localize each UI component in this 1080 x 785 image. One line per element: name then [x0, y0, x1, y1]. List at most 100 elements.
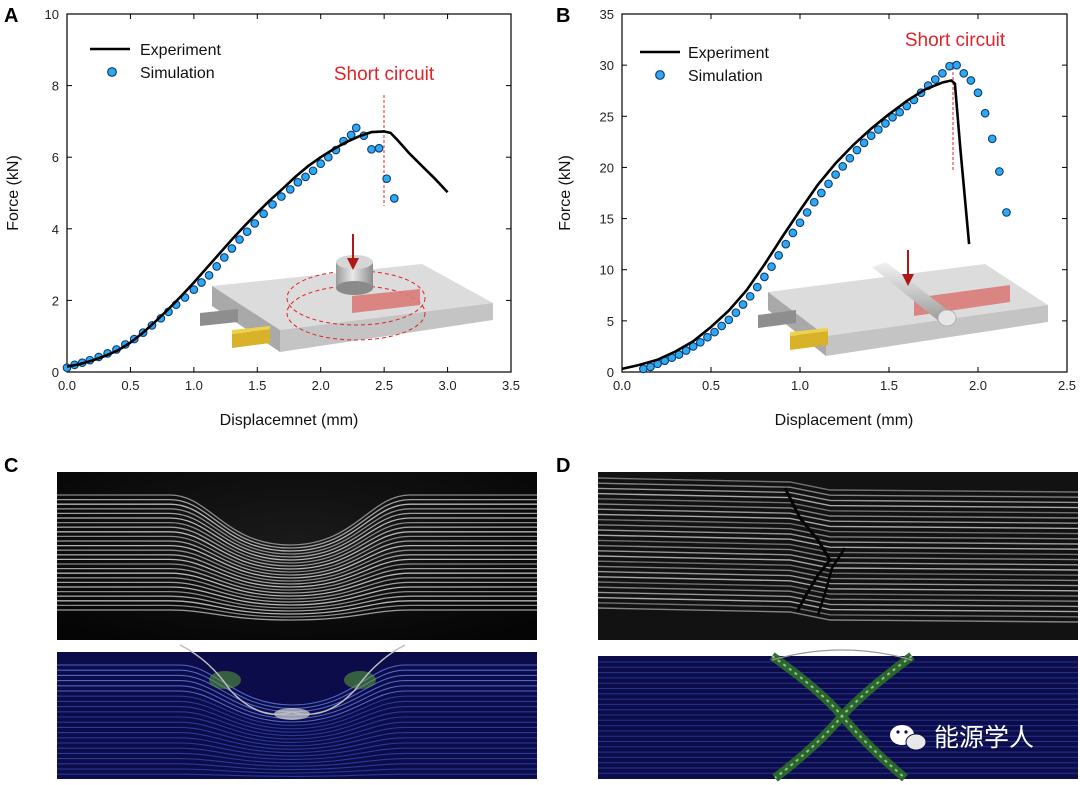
- panel-d-layer: [597, 518, 1079, 535]
- chart-b-y-ticks: 0 5 10 15 20 25 30 35: [600, 7, 1067, 380]
- chart-a-simulation-point: [389, 194, 399, 203]
- chart-b-legend-simulation-swatch: [655, 70, 665, 80]
- panel-d-layer: [597, 565, 1079, 582]
- wechat-icon: [890, 725, 927, 751]
- panel-d-layer: [597, 529, 1079, 545]
- panel-c-indenter-outline: [179, 644, 406, 716]
- chart-b-simulation-point: [646, 362, 655, 372]
- chart-a: 0.0 0.5 1.0 1.5 2.0 2.5 3.0 3.5 0 2 4 6 8 10 Displac…: [5, 7, 520, 429]
- chart-a-simulation-point: [212, 262, 222, 271]
- chart-a-legend-experiment: Experiment: [140, 42, 221, 59]
- chart-a-simulation-point: [189, 285, 199, 295]
- chart-b-y-tick-label: 25: [600, 109, 614, 124]
- panel-label-c: C: [4, 455, 19, 477]
- chart-b-simulation-point: [995, 167, 1004, 176]
- chart-b-simulation-point: [852, 145, 862, 155]
- panel-c-sim-layer: [57, 726, 537, 747]
- panel-c-sim-layer: [57, 737, 537, 754]
- chart-a-y-tick-label: 0: [52, 365, 59, 380]
- chart-b-simulation-point: [767, 262, 776, 271]
- panel-d-layer: [597, 492, 1079, 509]
- panel-c-sim-layer: [57, 664, 537, 706]
- chart-b-simulation-point: [952, 60, 961, 70]
- panel-c-layer: [57, 567, 537, 594]
- chart-a-experiment-series: [66, 130, 449, 368]
- panel-d-layer: [597, 602, 1079, 618]
- panel-c-strain-center: [274, 708, 310, 720]
- panel-c-layer: [57, 586, 537, 606]
- chart-a-x-ticks: 0.0 0.5 1.0 1.5 2.0 2.5 3.0 3.5: [58, 14, 520, 393]
- panel-c-layer: [57, 498, 537, 549]
- chart-a-y-tick-label: 4: [52, 222, 59, 237]
- panel-d-layer: [597, 550, 1079, 566]
- chart-b-y-tick-label: 5: [607, 314, 614, 329]
- chart-b-simulation-point: [966, 76, 976, 85]
- chart-a-simulation-point: [235, 235, 244, 244]
- chart-a-legend-simulation-swatch: [107, 67, 117, 77]
- panel-d-layer: [597, 524, 1079, 540]
- chart-b-simulation-point: [973, 88, 983, 98]
- chart-b-y-tick-label: 30: [600, 58, 614, 73]
- panel-c-layer: [57, 512, 537, 558]
- chart-a-inset-cell-illustration: [200, 234, 493, 352]
- chart-a-simulation-point: [227, 244, 237, 253]
- panel-c-layer: [57, 590, 537, 609]
- chart-a-simulation-point: [308, 166, 318, 176]
- chart-b-simulation-point: [945, 61, 954, 71]
- panel-c-layer: [57, 581, 537, 603]
- chart-b-simulation-point: [802, 208, 812, 217]
- panel-c-layer: [57, 503, 537, 552]
- chart-b-y-axis-label: Force (kN): [557, 155, 574, 231]
- panel-c-strain-left: [209, 671, 241, 689]
- panel-c-layer: [57, 558, 537, 588]
- chart-a-legend-simulation: Simulation: [140, 65, 215, 82]
- chart-b-x-tick-label: 2.0: [969, 378, 987, 393]
- chart-b-frame: [621, 13, 1068, 373]
- chart-b-simulation-point: [717, 321, 727, 331]
- panel-d-layer: [597, 596, 1079, 613]
- chart-b-simulation-point: [752, 282, 762, 292]
- chart-a-x-tick-label: 2.5: [375, 378, 393, 393]
- chart-a-y-axis-label: Force (kN): [5, 155, 22, 231]
- watermark-text: 能源学人: [934, 723, 1034, 752]
- panel-c-layer: [57, 535, 537, 573]
- panel-d-layer: [597, 570, 1079, 587]
- chart-b-simulation-point: [938, 68, 947, 78]
- chart-b-y-tick-label: 0: [607, 365, 614, 380]
- panel-d-layer: [597, 555, 1079, 571]
- panel-c-layer: [57, 549, 537, 582]
- panel-c-sim-layer: [57, 721, 537, 743]
- panel-c-sim-layer: [57, 732, 537, 750]
- chart-a-simulation-point: [259, 209, 268, 219]
- panel-label-b: B: [556, 5, 571, 27]
- chart-a-simulation-point: [367, 144, 376, 154]
- chart-b-simulation-point: [831, 170, 840, 179]
- chart-a-y-tick-label: 6: [52, 150, 59, 165]
- chart-a-simulation-point: [204, 270, 214, 280]
- chart-b-legend: Experiment Simulation: [640, 45, 769, 85]
- panel-d-shear-band-2-highlight: [774, 655, 913, 779]
- panel-d-layer: [597, 503, 1079, 519]
- chart-a-simulation-point: [293, 177, 303, 187]
- chart-b-simulation-point: [888, 112, 897, 122]
- chart-b-simulation-point: [795, 218, 805, 228]
- panel-c-sim-layer: [57, 768, 537, 774]
- panel-c-sim-layer: [57, 763, 537, 771]
- panel-c-layer: [57, 577, 537, 600]
- chart-a-simulation-point: [382, 174, 392, 184]
- panel-c-layer: [57, 600, 537, 615]
- panel-d-layer: [597, 513, 1079, 530]
- chart-b-simulation-point: [987, 134, 997, 144]
- chart-b-y-tick-label: 20: [600, 160, 614, 175]
- panel-c-layer: [57, 604, 537, 618]
- panel-c-xray-image: [57, 472, 537, 640]
- chart-a-simulation-point: [316, 159, 326, 168]
- panel-d-layer: [597, 586, 1079, 602]
- chart-a-y-tick-label: 2: [52, 293, 59, 308]
- panel-c-layer: [57, 526, 537, 567]
- panel-c-layer: [57, 595, 537, 612]
- chart-b: 0.0 0.5 1.0 1.5 2.0 2.5 0 5 10 15 20 25 30 35 Displa…: [557, 7, 1076, 429]
- panel-c-strain-right: [344, 671, 376, 689]
- panel-d-electrode-layers: [597, 477, 1079, 623]
- chart-b-simulation-point: [824, 179, 833, 189]
